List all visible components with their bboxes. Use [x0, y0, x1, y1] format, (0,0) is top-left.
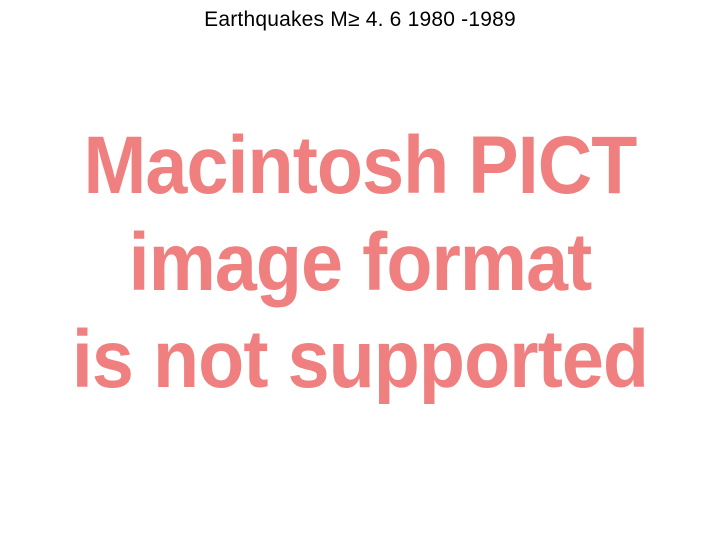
error-line-1: Macintosh PICT — [29, 118, 691, 215]
error-line-3: is not supported — [29, 312, 691, 409]
slide-title: Earthquakes M≥ 4. 6 1980 -1989 — [0, 8, 720, 32]
error-line-2: image format — [29, 215, 691, 312]
unsupported-image-placeholder: Macintosh PICT image format is not suppo… — [0, 118, 720, 408]
